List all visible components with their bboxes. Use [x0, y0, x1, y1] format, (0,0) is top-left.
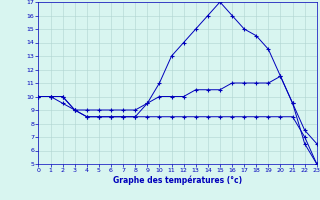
- X-axis label: Graphe des températures (°c): Graphe des températures (°c): [113, 176, 242, 185]
